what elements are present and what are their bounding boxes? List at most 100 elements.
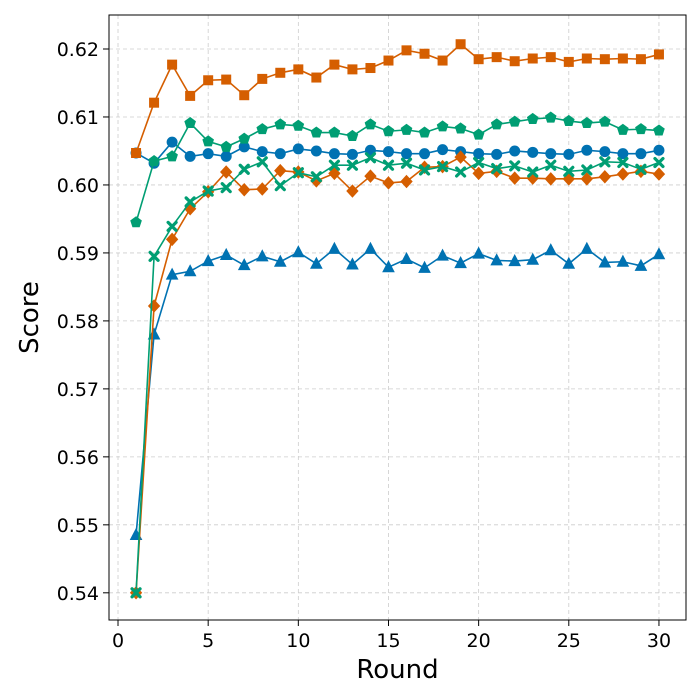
y-tick-label: 0.54 [57,583,99,605]
data-point-blue-circle [653,144,665,156]
data-point-orange-square [401,45,412,56]
data-point-blue-triangle [255,249,269,262]
data-point-orange-diamond [346,184,359,198]
data-point-orange-diamond [472,166,485,181]
data-point-blue-circle [491,148,503,160]
data-point-orange-square [527,53,538,64]
data-point-green-x [635,163,647,175]
data-point-orange-diamond [165,232,179,247]
x-tick-label: 25 [557,630,581,652]
data-point-blue-triangle [219,247,233,260]
x-tick-label: 5 [202,630,214,652]
data-point-blue-triangle [616,254,630,267]
data-point-green-pentagon [562,114,575,126]
x-tick-label: 30 [647,630,671,652]
data-point-green-x [455,166,467,178]
data-point-orange-square [257,73,268,84]
data-point-orange-square [491,52,502,63]
data-point-green-x [545,159,557,171]
data-point-green-x [166,220,178,233]
tick-layer: 0 5 10 15 20 25 30 0.54 0.55 0.56 0.57 0.58 0.59 0.60… [57,39,671,652]
data-point-orange-square [383,55,394,66]
data-point-orange-diamond [454,150,467,164]
data-point-blue-triangle [147,327,161,340]
data-point-orange-diamond [238,182,251,197]
data-point-blue-triangle [364,241,377,254]
data-point-blue-triangle [165,267,179,280]
data-point-green-pentagon [346,129,359,141]
data-point-orange-diamond [274,163,287,178]
data-point-green-x [617,156,629,169]
data-point-blue-circle [256,146,268,158]
data-point-orange-square [221,74,232,85]
data-point-blue-triangle [562,256,576,269]
data-point-green-pentagon [310,126,323,138]
data-point-blue-triangle [310,256,323,269]
data-point-green-x [581,164,593,176]
data-point-green-x [256,156,268,168]
data-point-orange-square [131,147,142,158]
data-point-orange-square [239,90,250,101]
data-point-green-x [148,250,160,262]
data-point-green-pentagon [581,116,593,129]
data-point-green-pentagon [184,116,196,129]
data-point-blue-circle [563,148,575,160]
data-point-green-x [473,156,485,169]
data-point-blue-circle [437,144,449,156]
data-point-green-pentagon [166,150,178,162]
data-point-green-x [599,156,611,168]
data-point-blue-circle [581,144,593,156]
data-point-blue-triangle [183,264,197,277]
data-point-orange-square [599,54,610,65]
data-point-green-x [382,159,395,171]
data-point-green-x [310,171,322,183]
series-green-x [130,152,665,599]
data-point-orange-square [311,72,322,83]
data-point-orange-square [455,39,466,50]
data-point-blue-circle [419,148,431,160]
data-point-green-x [274,180,286,192]
data-point-blue-circle [202,148,214,160]
x-tick-label: 10 [286,630,310,652]
data-point-blue-circle [274,148,286,160]
data-point-green-x [184,196,196,208]
data-point-orange-square [581,53,592,64]
data-point-blue-triangle [418,260,431,273]
data-point-orange-diamond [220,165,233,179]
data-point-green-pentagon [490,118,503,130]
data-point-blue-triangle [436,248,449,261]
data-point-green-pentagon [400,123,413,135]
y-tick-label: 0.59 [57,243,99,265]
data-point-blue-triangle [201,254,215,267]
data-point-orange-square [293,64,304,75]
data-point-blue-triangle [544,243,558,256]
data-point-green-x [418,164,431,176]
x-tick-label: 0 [112,630,124,652]
data-point-green-x [491,163,503,175]
plot-frame [108,14,687,621]
data-point-blue-triangle [472,246,485,259]
data-point-green-pentagon [274,118,287,130]
y-tick-label: 0.58 [57,311,99,333]
data-point-green-x [400,157,413,169]
data-point-green-pentagon [508,115,521,127]
data-point-green-x [346,159,359,171]
data-point-green-x [328,159,340,171]
data-point-orange-diamond [616,167,630,181]
data-point-blue-circle [310,145,322,157]
data-point-green-pentagon [292,119,305,131]
series-orange-square [131,39,664,158]
data-point-green-pentagon [256,123,269,135]
x-tick-label: 20 [467,630,491,652]
series-blue-triangle [129,241,666,541]
data-point-green-x [527,166,539,178]
x-tick-label: 15 [376,630,400,652]
data-point-green-x [202,185,214,197]
data-point-blue-circle [401,148,413,160]
data-point-orange-diamond [400,174,413,189]
data-point-blue-circle [382,146,394,158]
data-point-green-pentagon [617,123,629,135]
data-point-orange-diamond [544,172,557,186]
data-point-green-pentagon [454,122,467,134]
data-point-orange-square [653,49,664,60]
